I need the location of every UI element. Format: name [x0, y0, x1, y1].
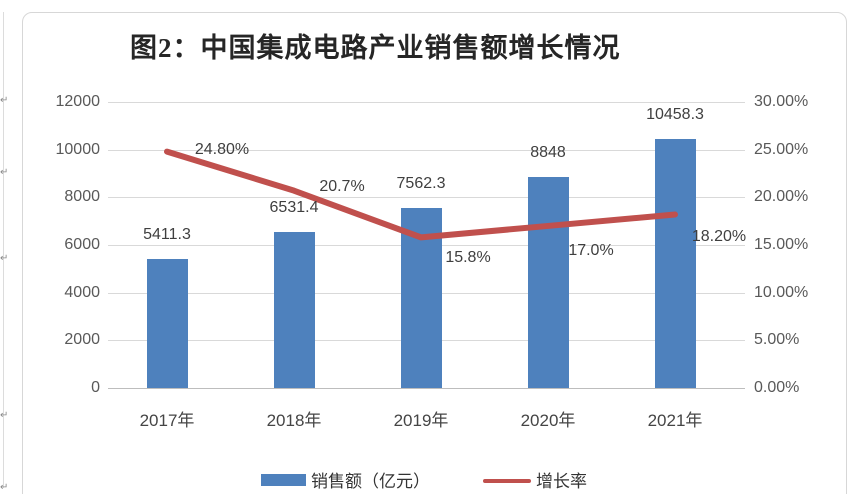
x-axis-label: 2021年 [647, 411, 703, 430]
y-axis-tick-right: 5.00% [754, 331, 800, 349]
sales-bar [527, 177, 569, 388]
legend-label-sales: 销售额（亿元） [311, 472, 430, 491]
x-axis-label: 2017年 [139, 411, 195, 430]
y-axis-tick-left: 8000 [64, 188, 100, 206]
x-axis-label: 2019年 [393, 411, 449, 430]
x-axis-line [108, 388, 745, 389]
legend-swatch-sales [261, 474, 306, 486]
paragraph-mark-icon: ↵ [0, 253, 9, 264]
sales-bar [654, 138, 696, 388]
y-axis-tick-left: 0 [91, 379, 100, 396]
margin-divider-line [3, 12, 4, 488]
growth-rate-label: 18.20% [691, 228, 747, 246]
y-axis-tick-right: 15.00% [754, 236, 809, 253]
y-axis-tick-left: 4000 [64, 283, 100, 301]
paragraph-mark-icon: ↵ [0, 410, 9, 421]
bar-value-label: 6531.4 [269, 199, 319, 217]
sales-bar [146, 259, 188, 388]
growth-rate-label: 15.8% [445, 249, 491, 267]
growth-rate-label: 17.0% [568, 241, 614, 259]
gridline [108, 149, 745, 151]
sales-bar [273, 232, 315, 388]
y-axis-tick-right: 25.00% [754, 140, 809, 158]
y-axis-tick-left: 12000 [55, 93, 101, 110]
y-axis-tick-left: 10000 [55, 140, 101, 158]
paragraph-mark-icon: ↵ [0, 167, 9, 178]
bar-value-label: 8848 [530, 144, 566, 162]
y-axis-tick-left: 2000 [64, 331, 100, 349]
growth-rate-label: 24.80% [194, 140, 250, 158]
paragraph-mark-icon: ↵ [0, 95, 9, 106]
y-axis-tick-right: 20.00% [754, 188, 809, 206]
paragraph-mark-icon: ↵ [0, 482, 9, 493]
gridline [108, 197, 745, 199]
gridline [108, 102, 745, 103]
chart-title: 图2：中国集成电路产业销售额增长情况 [130, 33, 621, 63]
x-axis-label: 2018年 [266, 411, 322, 430]
y-axis-tick-right: 0.00% [754, 379, 800, 396]
bar-value-label: 7562.3 [396, 174, 446, 192]
legend-label-growth: 增长率 [536, 472, 587, 491]
y-axis-tick-right: 30.00% [754, 93, 809, 110]
bar-value-label: 10458.3 [646, 105, 704, 123]
legend-swatch-growth-line [483, 479, 531, 483]
x-axis-label: 2020年 [520, 411, 576, 430]
bar-value-label: 5411.3 [143, 226, 191, 244]
growth-rate-label: 20.7% [319, 177, 365, 195]
y-axis-tick-right: 10.00% [754, 283, 809, 301]
y-axis-tick-left: 6000 [64, 236, 100, 253]
